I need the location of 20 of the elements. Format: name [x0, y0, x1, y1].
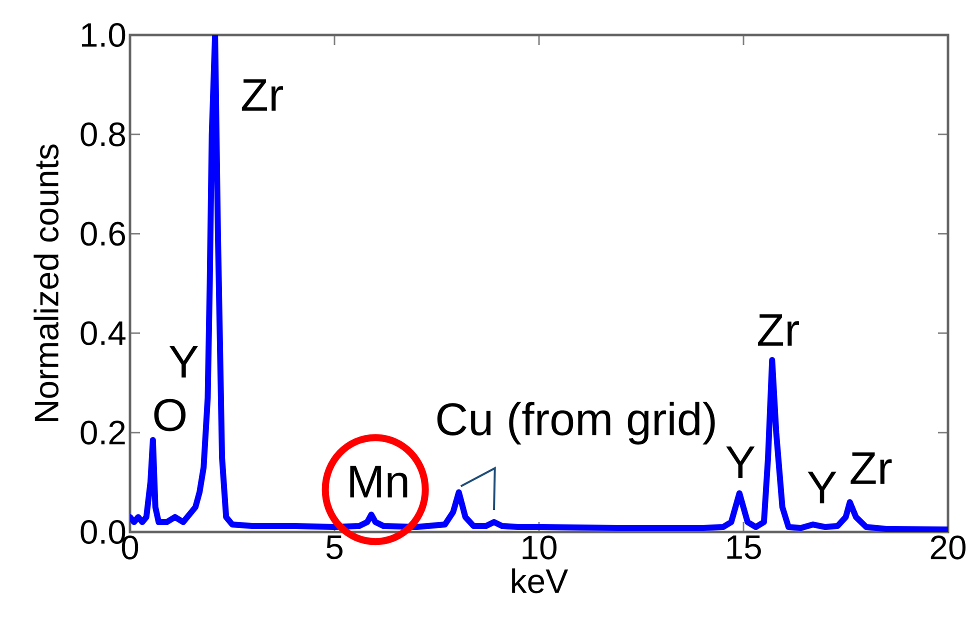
- y-tick-label: 0.8: [80, 122, 126, 146]
- y-tick-label: 0.4: [80, 321, 126, 346]
- y-tick-label: 0.2: [80, 420, 125, 445]
- annotation: Y: [808, 472, 836, 504]
- annotation: O: [154, 398, 186, 432]
- x-tick-label: 15: [727, 535, 761, 560]
- annotation: Zr: [242, 79, 283, 111]
- x-tick-label: 20: [930, 536, 966, 560]
- annotation: Zr: [758, 314, 800, 346]
- annotation: Y: [726, 446, 755, 478]
- x-tick-label: 5: [326, 535, 343, 560]
- y-tick-label: 1.0: [82, 22, 126, 47]
- y-tick-label: 0.6: [80, 222, 125, 246]
- x-tick-label: 10: [522, 536, 557, 560]
- y-axis-title: Normalized counts: [34, 144, 59, 421]
- x-axis-title: keV: [512, 568, 568, 594]
- annotation: Zr: [850, 452, 892, 484]
- annotation: Cu (from grid): [437, 402, 715, 445]
- annotation: Y: [169, 346, 198, 378]
- annotation: Mn: [350, 466, 408, 498]
